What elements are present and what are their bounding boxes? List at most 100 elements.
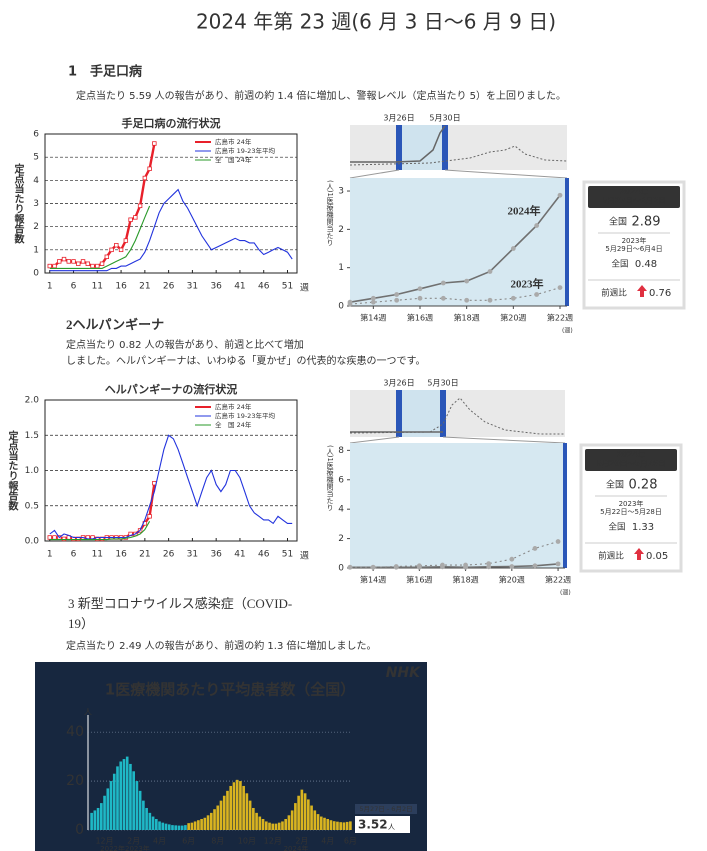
- y-tick-label: 5: [33, 153, 39, 163]
- marker: [509, 564, 515, 569]
- y-unit: 人: [84, 708, 92, 717]
- x-tick-label: 6: [71, 282, 77, 292]
- bar: [297, 795, 300, 830]
- x-tick-label: 31: [187, 550, 198, 560]
- marker: [370, 564, 376, 570]
- bar: [222, 795, 226, 830]
- bar: [96, 807, 100, 830]
- bar: [90, 812, 93, 830]
- marker: [123, 238, 129, 243]
- bar: [219, 800, 223, 830]
- zoom-guide: [349, 169, 400, 179]
- bar: [239, 781, 242, 830]
- y-tick-label: 1: [33, 245, 39, 255]
- bar: [132, 771, 135, 830]
- chart-title: 手足口病の流行状況: [122, 116, 221, 130]
- x-tick-label: 16: [115, 550, 127, 560]
- up-arrow: [637, 285, 647, 297]
- marker: [440, 280, 446, 286]
- marker: [142, 175, 148, 181]
- bar: [197, 820, 200, 830]
- bar: [313, 810, 317, 830]
- bar: [174, 825, 178, 830]
- marker: [104, 254, 110, 259]
- chart-title: ヘルパンギーナの流行状況: [105, 382, 238, 396]
- plot-area: [350, 443, 565, 568]
- latest-period-bg: [355, 804, 417, 814]
- legend-label: 広島市 24年: [215, 402, 252, 411]
- y-axis-label: (人)1医療機関当たり: [326, 445, 334, 511]
- bar: [264, 821, 268, 830]
- legend-label: 広島市 19-23年平均: [215, 411, 275, 420]
- overview-curve: [349, 145, 568, 166]
- bar: [100, 803, 103, 830]
- up-arrow: [634, 548, 644, 560]
- zoom-guide: [442, 436, 566, 444]
- marker: [152, 141, 157, 146]
- y-tick-label: 4: [338, 505, 344, 515]
- summary-prev-period: 5月29日〜6月4日: [605, 245, 662, 253]
- x-tick-label: 4月: [153, 837, 166, 846]
- series-line: [349, 194, 561, 303]
- x-tick-label: 1: [47, 282, 53, 292]
- marker: [416, 563, 422, 569]
- marker: [80, 259, 86, 264]
- year-label: 2024年: [284, 844, 309, 851]
- legend-label: 広島市 19-23年平均: [215, 146, 275, 155]
- marker: [417, 286, 423, 292]
- marker: [487, 297, 493, 303]
- summary-value: 2.89: [632, 215, 661, 230]
- bar: [226, 790, 229, 830]
- y-tick-label: 0: [338, 302, 344, 312]
- y-axis-label: (人)1医療機関当たり: [326, 180, 334, 246]
- bar: [151, 816, 155, 830]
- marker: [52, 535, 57, 540]
- bar: [349, 821, 352, 830]
- marker: [510, 295, 516, 301]
- latest-unit: 人: [388, 823, 395, 831]
- bar: [258, 816, 262, 830]
- marker: [137, 203, 143, 209]
- bar: [336, 821, 339, 830]
- summary-region: 全国: [606, 479, 624, 491]
- chart-title: 1医療機関あたり平均患者数（全国）: [105, 681, 355, 699]
- overview-handle: [396, 390, 402, 437]
- bar: [135, 781, 139, 830]
- bar: [252, 807, 255, 830]
- bar: [180, 825, 184, 830]
- x-tick-label: 6月: [182, 837, 195, 846]
- bar: [93, 810, 97, 830]
- marker: [76, 261, 81, 266]
- bar: [167, 824, 171, 830]
- marker: [532, 546, 538, 551]
- overview-bg: [350, 390, 565, 437]
- marker: [555, 539, 561, 544]
- bar: [245, 793, 249, 830]
- summary-prev-value: 0.48: [635, 259, 657, 270]
- bar: [206, 815, 210, 830]
- series-line: [49, 434, 293, 540]
- x-tick-label: 36: [210, 550, 222, 560]
- marker: [99, 261, 105, 266]
- bar: [294, 803, 297, 830]
- marker: [109, 247, 114, 253]
- y-tick-label: 2.0: [25, 396, 40, 406]
- x-tick-label: 第20週: [499, 575, 525, 585]
- overview-window: [399, 125, 445, 170]
- bar: [310, 805, 313, 830]
- x-tick-label: 21: [139, 550, 150, 560]
- bar: [342, 822, 346, 830]
- marker: [71, 259, 76, 264]
- x-tick-label: 46: [258, 550, 270, 560]
- bar: [332, 821, 336, 830]
- period-label: 3月26日: [383, 114, 414, 123]
- bar: [103, 795, 106, 830]
- y-axis-label: 定点当たり報告数: [6, 429, 19, 511]
- y-tick-label: 1: [338, 263, 344, 273]
- x-tick-label: 第14週: [360, 575, 386, 585]
- summary-prev-year: 2023年: [622, 236, 647, 245]
- marker: [532, 563, 538, 569]
- zoom-guide: [444, 169, 568, 179]
- x-tick-label: 21: [139, 282, 150, 292]
- x-tick-label: 10月: [238, 837, 256, 846]
